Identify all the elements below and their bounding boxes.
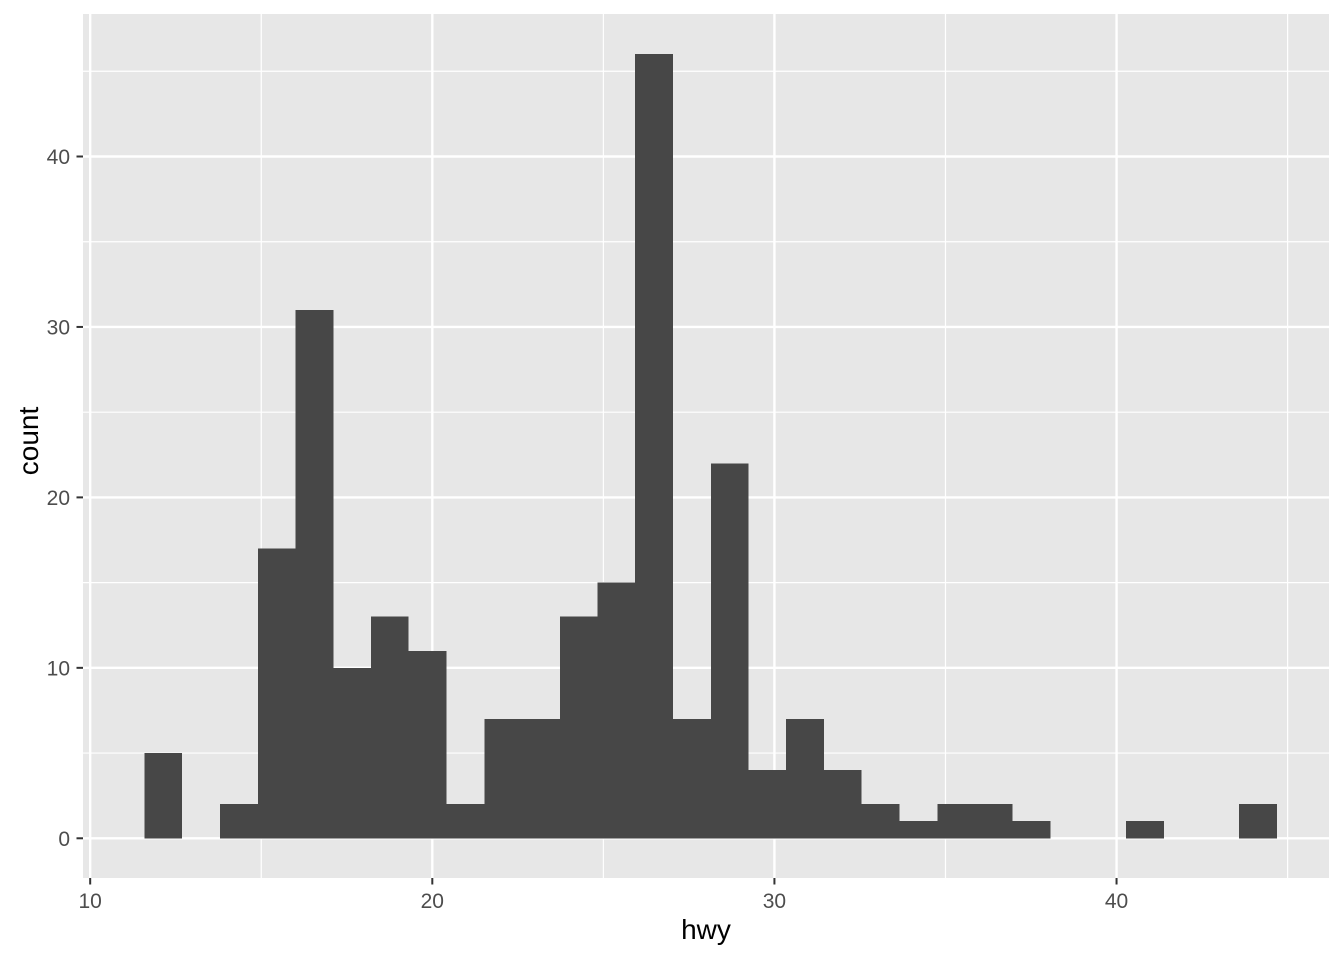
histogram-bar: [371, 616, 409, 839]
histogram-bar: [333, 667, 372, 839]
histogram-bar: [824, 770, 862, 839]
x-tick-label: 20: [421, 890, 444, 913]
histogram-bar: [748, 770, 787, 839]
histogram-bar: [295, 309, 334, 839]
y-tick-label: 40: [47, 146, 70, 169]
histogram-bar: [1239, 804, 1277, 839]
y-tick-label: 0: [58, 828, 70, 851]
x-tick-label: 10: [79, 890, 102, 913]
histogram-bar: [974, 804, 1013, 839]
histogram-bar: [786, 718, 825, 839]
y-tick-label: 30: [47, 316, 70, 339]
histogram-bar: [899, 821, 938, 839]
x-tick-label: 30: [763, 890, 786, 913]
histogram-bar: [484, 718, 522, 839]
y-tick-label: 10: [47, 657, 70, 680]
y-axis-title: count: [13, 406, 44, 476]
x-axis-title: hwy: [681, 914, 731, 945]
histogram-bar: [521, 718, 560, 839]
histogram-bar: [1012, 821, 1051, 839]
histogram-bar: [672, 718, 711, 839]
histogram-bar: [635, 54, 673, 839]
x-tick-label: 40: [1105, 890, 1128, 913]
histogram-bar: [257, 548, 296, 839]
histogram-bar: [1125, 821, 1164, 839]
histogram-bar: [861, 804, 900, 839]
histogram-bar: [220, 804, 258, 839]
histogram-bar: [710, 463, 749, 839]
histogram-bar: [559, 616, 598, 839]
y-tick-label: 20: [47, 487, 70, 510]
histogram-bar: [597, 582, 636, 839]
histogram-bar: [144, 753, 183, 839]
histogram-bar: [937, 804, 975, 839]
histogram-bar: [446, 804, 485, 839]
histogram-bar: [408, 650, 447, 839]
